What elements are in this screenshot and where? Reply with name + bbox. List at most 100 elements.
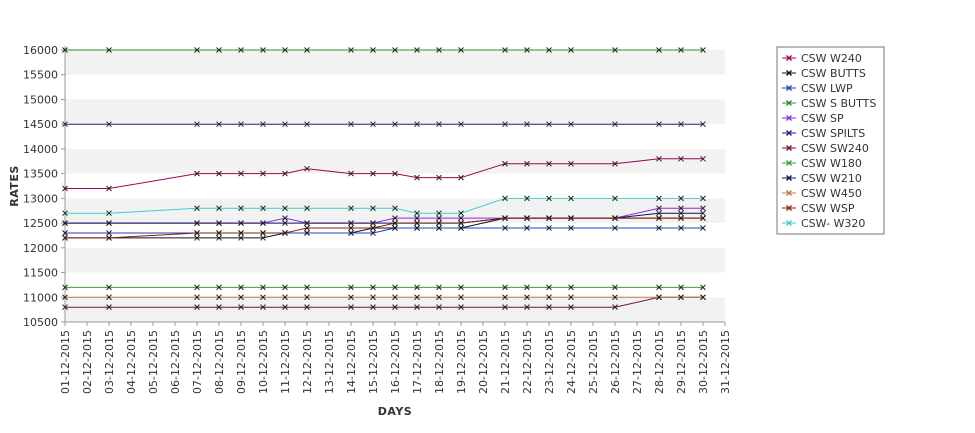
data-point	[568, 304, 574, 311]
x-tick-label: 28-12-2015	[653, 330, 666, 394]
data-point	[216, 230, 222, 236]
legend-item: CSW SW240	[782, 142, 869, 155]
x-tick-label: 22-12-2015	[521, 330, 534, 394]
data-point	[458, 225, 464, 231]
x-tick-label: 13-12-2015	[323, 330, 336, 394]
data-point	[304, 47, 310, 53]
data-point	[524, 304, 530, 311]
series-line	[65, 296, 703, 308]
data-point	[656, 284, 662, 291]
grid-band	[65, 173, 725, 199]
data-point	[282, 205, 288, 212]
data-point	[370, 230, 376, 236]
grid-band	[65, 50, 725, 75]
y-tick-labels: 10500 11000 11500 12000 12500 13000 13500 14000…	[23, 44, 58, 329]
legend-label: CSW SPILTS	[801, 127, 865, 140]
data-point	[106, 304, 112, 311]
data-point	[304, 205, 310, 212]
data-point	[194, 284, 200, 291]
data-point	[568, 195, 574, 202]
data-point	[370, 294, 376, 301]
data-point	[414, 215, 420, 221]
legend-label: CSW SW240	[801, 142, 869, 155]
grid-band	[65, 198, 725, 224]
data-point	[260, 170, 266, 177]
data-point	[304, 294, 310, 301]
legend-label: CSW W240	[801, 52, 862, 65]
data-point	[282, 170, 288, 177]
series-lines	[62, 47, 706, 311]
x-tick-label: 10-12-2015	[257, 330, 270, 394]
data-point	[546, 284, 552, 291]
data-point	[612, 284, 618, 291]
data-point	[546, 121, 552, 128]
data-point	[348, 47, 354, 53]
data-point	[700, 195, 706, 202]
legend-item: CSW- W320	[782, 217, 865, 230]
y-tick-label: 15000	[23, 93, 58, 106]
data-point	[392, 304, 398, 311]
x-tick-label: 08-12-2015	[213, 330, 226, 394]
data-point	[524, 160, 530, 167]
data-point	[612, 304, 618, 311]
data-point	[656, 210, 662, 217]
y-tick-label: 16000	[23, 44, 58, 57]
data-point	[524, 121, 530, 128]
data-point	[348, 121, 354, 128]
data-point	[524, 47, 530, 53]
data-point	[436, 215, 442, 221]
data-point	[436, 47, 442, 53]
x-tick-label: 20-12-2015	[477, 330, 490, 394]
data-point	[216, 235, 222, 241]
data-point	[106, 210, 112, 217]
data-point	[348, 230, 354, 236]
data-point	[260, 235, 266, 241]
data-point	[282, 284, 288, 291]
legend-label: CSW W180	[801, 157, 862, 170]
data-point	[348, 205, 354, 212]
data-point	[436, 220, 442, 226]
data-point	[304, 165, 310, 172]
data-point	[436, 210, 442, 217]
data-point	[194, 47, 200, 53]
data-point	[348, 225, 354, 231]
data-point	[392, 205, 398, 212]
data-point	[678, 121, 684, 128]
data-point	[370, 121, 376, 128]
x-axis-title: DAYS	[378, 405, 412, 418]
data-point	[414, 210, 420, 217]
data-point	[502, 215, 508, 221]
data-point	[304, 284, 310, 291]
data-point	[260, 205, 266, 212]
data-point	[238, 170, 244, 177]
legend-item: CSW SP	[782, 112, 844, 125]
y-tick-label: 13500	[23, 168, 58, 181]
data-point	[62, 284, 68, 291]
data-point	[700, 215, 706, 221]
data-point	[414, 47, 420, 53]
data-point	[260, 230, 266, 236]
data-point	[458, 220, 464, 226]
data-point	[502, 160, 508, 167]
data-point	[370, 225, 376, 231]
y-tick-label: 11500	[23, 267, 58, 280]
data-point	[282, 304, 288, 311]
data-point	[62, 185, 68, 192]
data-point	[370, 284, 376, 291]
data-point	[106, 121, 112, 128]
data-point	[656, 225, 662, 231]
data-point	[656, 195, 662, 202]
series-line	[65, 158, 703, 189]
data-point	[612, 294, 618, 301]
data-point	[656, 155, 662, 162]
y-tick-label: 12000	[23, 242, 58, 255]
data-point	[370, 304, 376, 311]
data-point	[546, 304, 552, 311]
data-point	[656, 121, 662, 128]
data-point	[282, 121, 288, 128]
data-point	[304, 220, 310, 226]
data-point	[194, 230, 200, 236]
data-point	[502, 47, 508, 53]
y-tick-label: 14500	[23, 118, 58, 131]
